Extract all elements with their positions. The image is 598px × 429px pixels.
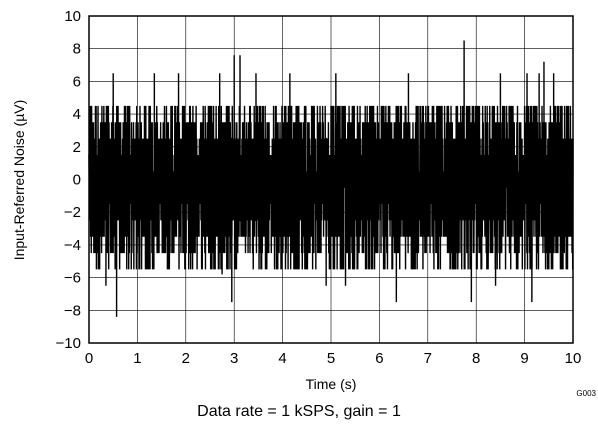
x-tick-label: 3: [230, 350, 238, 367]
x-tick-label: 4: [278, 350, 286, 367]
x-tick-label: 5: [327, 350, 335, 367]
y-tick-label: 8: [73, 41, 81, 58]
x-tick-label: 10: [565, 350, 582, 367]
x-tick-label: 2: [182, 350, 190, 367]
y-tick-label: 10: [64, 8, 81, 25]
y-tick-label: −10: [56, 335, 81, 352]
x-tick-label: 8: [472, 350, 480, 367]
x-axis-title: Time (s): [306, 376, 357, 392]
x-tick-label: 6: [375, 350, 383, 367]
x-tick-label: 1: [133, 350, 141, 367]
y-tick-label: −2: [64, 204, 81, 221]
x-tick-label: 9: [520, 350, 528, 367]
chart-caption: Data rate = 1 kSPS, gain = 1: [197, 403, 401, 420]
y-tick-label: 0: [73, 172, 81, 189]
y-axis-title: Input-Referred Noise (µV): [11, 100, 27, 261]
y-tick-label: −4: [64, 237, 81, 254]
x-tick-labels: 0 1 2 3 4 5 6 7 8 9 10: [85, 350, 582, 367]
x-tick-label: 7: [424, 350, 432, 367]
y-tick-label: −8: [64, 302, 81, 319]
y-tick-label: 6: [73, 73, 81, 90]
y-tick-label: 4: [73, 106, 81, 123]
y-tick-label: −6: [64, 270, 81, 287]
figure-id-label: G003: [576, 389, 596, 398]
x-tick-label: 0: [85, 350, 93, 367]
y-tick-label: 2: [73, 139, 81, 156]
y-tick-labels: −10 −8 −6 −4 −2 0 2 4 6 8 10: [56, 8, 81, 352]
